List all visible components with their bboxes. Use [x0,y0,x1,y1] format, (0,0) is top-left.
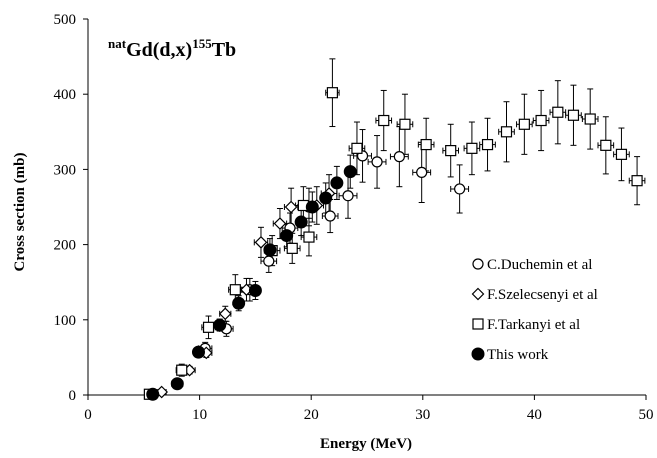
data-point [305,200,319,214]
data-point [445,145,457,157]
legend-label: F.Szelecsenyi et al [487,287,598,303]
data-point [263,243,277,257]
legend-marker [471,347,485,361]
error-bars [144,58,646,398]
data-point [294,215,308,229]
chart-title-group: natGd(d,x)155Tb [108,36,236,61]
y-tick-label: 100 [54,313,77,329]
data-point [631,175,643,187]
data-point [232,296,246,310]
x-tick-label: 30 [415,407,430,423]
data-point [248,283,262,297]
data-point [229,284,241,296]
y-tick-label: 500 [54,12,77,28]
x-tick-label: 20 [304,407,319,423]
data-point [500,126,513,138]
data-point [286,242,298,254]
legend-marker [472,258,484,270]
x-tick-label: 50 [639,407,654,423]
data-point [326,87,339,99]
data-point [319,191,333,205]
chart-title: natGd(d,x)155Tb [108,36,236,61]
data-point [213,318,227,332]
y-axis-title: Cross section (mb) [12,153,28,272]
data-point [416,166,428,179]
data-point [454,183,466,195]
data-point [176,364,188,376]
data-point [600,139,612,151]
data-point [342,190,354,202]
legend-label: F.Tarkanyi et al [487,317,580,333]
title-superscript-mass: 155 [192,36,212,51]
data-point [343,165,357,179]
data-point [146,387,160,401]
data-point [170,377,184,391]
x-tick-label: 0 [84,407,92,423]
title-superscript-nat: nat [108,36,127,51]
legend-marker [472,318,484,330]
data-point [399,118,411,130]
data-point [518,118,530,130]
title-post: Tb [212,39,236,61]
data-point [420,138,432,151]
data-point [218,307,232,321]
data-point [254,235,268,249]
x-tick-label: 40 [527,407,542,423]
x-axis-title: Energy (MeV) [320,436,412,452]
data-point [615,148,628,160]
legend: C.Duchemin et al F.Szelecsenyi et al F.Tar… [471,257,598,363]
legend-label: This work [487,347,549,363]
data-point [378,114,390,127]
y-tick-label: 200 [54,238,77,254]
legend-label: C.Duchemin et al [487,257,592,273]
y-tick-label: 300 [54,162,77,178]
data-point [552,106,564,118]
data-point [324,210,336,222]
data-point [303,231,315,243]
data-point [481,138,494,151]
data-point [202,321,215,333]
data-point [393,151,405,163]
data-point [567,109,580,121]
data-point [273,217,287,230]
data-point [535,114,547,127]
data-point [466,142,478,154]
data-points [143,87,643,401]
data-point [371,156,383,168]
data-point [284,200,298,214]
data-point [351,142,363,154]
x-tick-label: 10 [192,407,207,423]
data-point [584,113,596,125]
data-point [330,176,344,190]
y-tick-label: 400 [54,87,77,103]
legend-marker [471,287,485,301]
data-point [280,229,294,243]
title-main: Gd(d,x) [126,39,192,61]
data-point [191,345,205,359]
y-tick-label: 0 [69,388,77,404]
data-point [263,255,275,267]
